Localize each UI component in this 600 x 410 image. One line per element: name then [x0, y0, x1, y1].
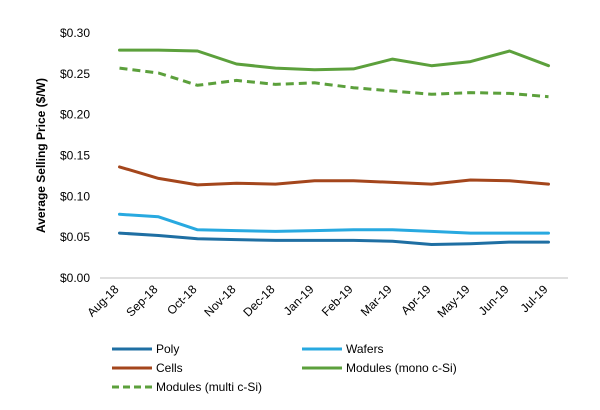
x-tick-label: Sep-18	[123, 282, 160, 319]
legend-label: Cells	[156, 361, 183, 375]
x-tick-label: Jan-19	[281, 282, 317, 318]
series-line-wafers	[118, 212, 550, 235]
x-tick-label: Dec-18	[240, 282, 277, 319]
x-tick-label: Aug-18	[84, 282, 121, 319]
x-tick-label: Apr-19	[398, 282, 434, 318]
series-line-modules-mono-c-si	[118, 48, 550, 72]
x-tick-label: Feb-19	[319, 282, 356, 319]
x-tick-label: May-19	[434, 282, 472, 320]
y-tick-label: $0.15	[60, 149, 90, 163]
y-tick-label: $0.10	[60, 189, 90, 203]
legend: Poly Wafers Cells Modules (mono c-Si) Module…	[112, 342, 457, 394]
y-tick-label: $0.00	[60, 271, 90, 285]
legend-label: Wafers	[346, 342, 384, 356]
legend-label: Poly	[156, 342, 179, 356]
legend-label: Modules (multi c-Si)	[156, 380, 262, 394]
y-tick-label: $0.05	[60, 230, 90, 244]
x-tick-label: Oct-18	[164, 282, 200, 318]
legend-label: Modules (mono c-Si)	[346, 361, 457, 375]
y-tick-label: $0.30	[60, 26, 90, 40]
y-tick-label: $0.20	[60, 108, 90, 122]
x-tick-label: Jun-19	[476, 282, 512, 318]
x-tick-label: Mar-19	[358, 282, 395, 319]
series-line-poly	[118, 231, 550, 246]
x-tick-label: Jul-19	[518, 282, 551, 315]
y-axis-title: Average Selling Price ($/W)	[34, 78, 48, 233]
y-tick-label: $0.25	[60, 67, 90, 81]
series-line-modules-multi-c-si	[119, 66, 549, 99]
x-tick-label: Nov-18	[201, 282, 238, 319]
series-lines	[118, 48, 550, 246]
series-line-cells	[118, 165, 550, 187]
